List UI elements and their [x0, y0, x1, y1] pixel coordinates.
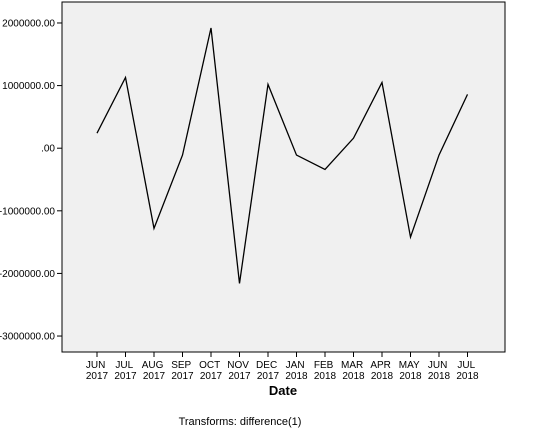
y-tick-label: 1000000.00 — [2, 81, 55, 92]
x-tick-label: JUN 2017 — [86, 360, 109, 382]
y-tick-label: -2000000.00 — [0, 269, 55, 280]
x-tick-label: MAR 2018 — [341, 360, 366, 382]
x-tick-label: JUN 2018 — [428, 360, 451, 382]
x-tick-label: OCT 2017 — [199, 360, 223, 382]
x-tick-label: MAY 2018 — [399, 360, 423, 382]
y-tick-label: 2000000.00 — [2, 18, 55, 29]
x-tick-label: JAN 2018 — [285, 360, 308, 382]
x-tick-label: JUL 2018 — [456, 360, 479, 382]
footnote: Transforms: difference(1) — [179, 416, 302, 428]
x-tick-label: APR 2018 — [370, 360, 393, 382]
x-tick-label: JUL 2017 — [114, 360, 137, 382]
x-tick-label: DEC 2017 — [256, 360, 280, 382]
y-tick-label: .00 — [41, 144, 55, 155]
x-tick-label: SEP 2017 — [171, 360, 194, 382]
y-tick-label: -3000000.00 — [0, 332, 55, 343]
x-tick-label: AUG 2017 — [142, 360, 166, 382]
x-axis-title: Date — [269, 383, 297, 398]
x-tick-label: FEB 2018 — [314, 360, 337, 382]
y-tick-label: -1000000.00 — [0, 206, 55, 217]
x-tick-label: NOV 2017 — [227, 360, 251, 382]
data-line — [96, 27, 469, 284]
plot-area — [61, 1, 506, 353]
